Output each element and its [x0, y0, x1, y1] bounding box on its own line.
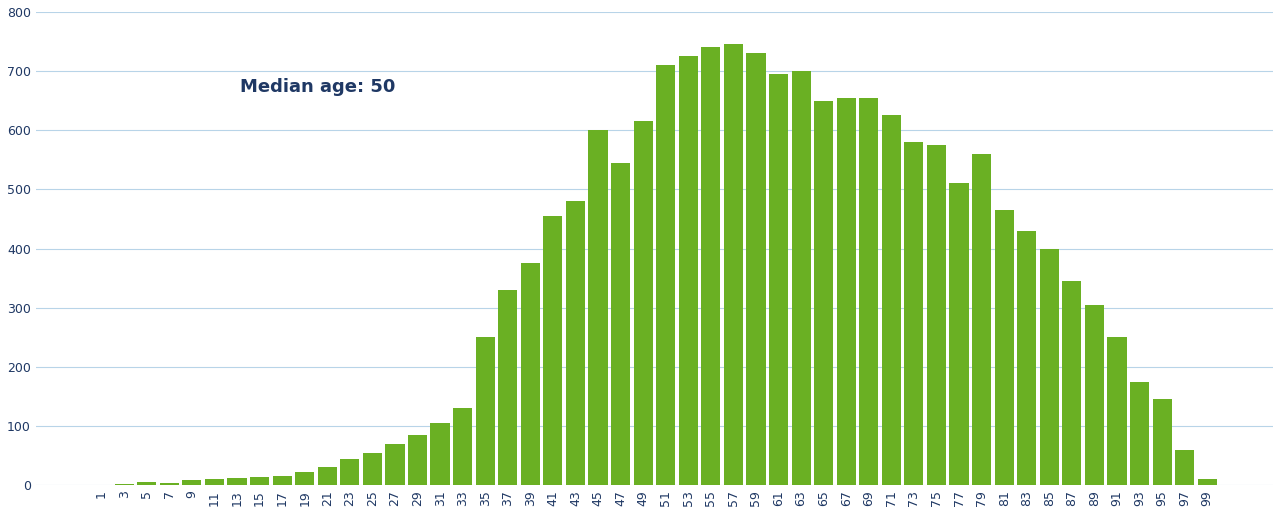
Bar [837, 97, 856, 485]
Bar [182, 481, 201, 485]
Bar [566, 201, 585, 485]
Bar [995, 210, 1014, 485]
Bar [657, 65, 676, 485]
Bar [769, 74, 788, 485]
Bar [882, 115, 901, 485]
Bar [1198, 479, 1217, 485]
Bar [476, 338, 495, 485]
Bar [430, 423, 449, 485]
Bar [723, 45, 742, 485]
Bar [453, 408, 472, 485]
Bar [972, 154, 991, 485]
Bar [814, 101, 833, 485]
Bar [589, 130, 608, 485]
Bar [1085, 305, 1105, 485]
Bar [340, 459, 360, 485]
Bar [927, 145, 946, 485]
Bar [250, 477, 269, 485]
Bar [1107, 338, 1126, 485]
Text: Median age: 50: Median age: 50 [239, 78, 396, 96]
Bar [1152, 400, 1171, 485]
Bar [1018, 231, 1037, 485]
Bar [385, 444, 404, 485]
Bar [1062, 281, 1082, 485]
Bar [498, 290, 517, 485]
Bar [611, 163, 630, 485]
Bar [1039, 249, 1059, 485]
Bar [859, 97, 878, 485]
Bar [362, 452, 381, 485]
Bar [273, 477, 292, 485]
Bar [1175, 450, 1194, 485]
Bar [1130, 382, 1149, 485]
Bar [678, 56, 698, 485]
Bar [137, 482, 156, 485]
Bar [904, 142, 923, 485]
Bar [701, 47, 721, 485]
Bar [950, 184, 969, 485]
Bar [160, 483, 179, 485]
Bar [317, 467, 337, 485]
Bar [115, 484, 134, 485]
Bar [521, 263, 540, 485]
Bar [543, 216, 562, 485]
Bar [205, 479, 224, 485]
Bar [634, 122, 653, 485]
Bar [228, 478, 247, 485]
Bar [296, 472, 315, 485]
Bar [746, 53, 765, 485]
Bar [791, 71, 810, 485]
Bar [408, 435, 428, 485]
